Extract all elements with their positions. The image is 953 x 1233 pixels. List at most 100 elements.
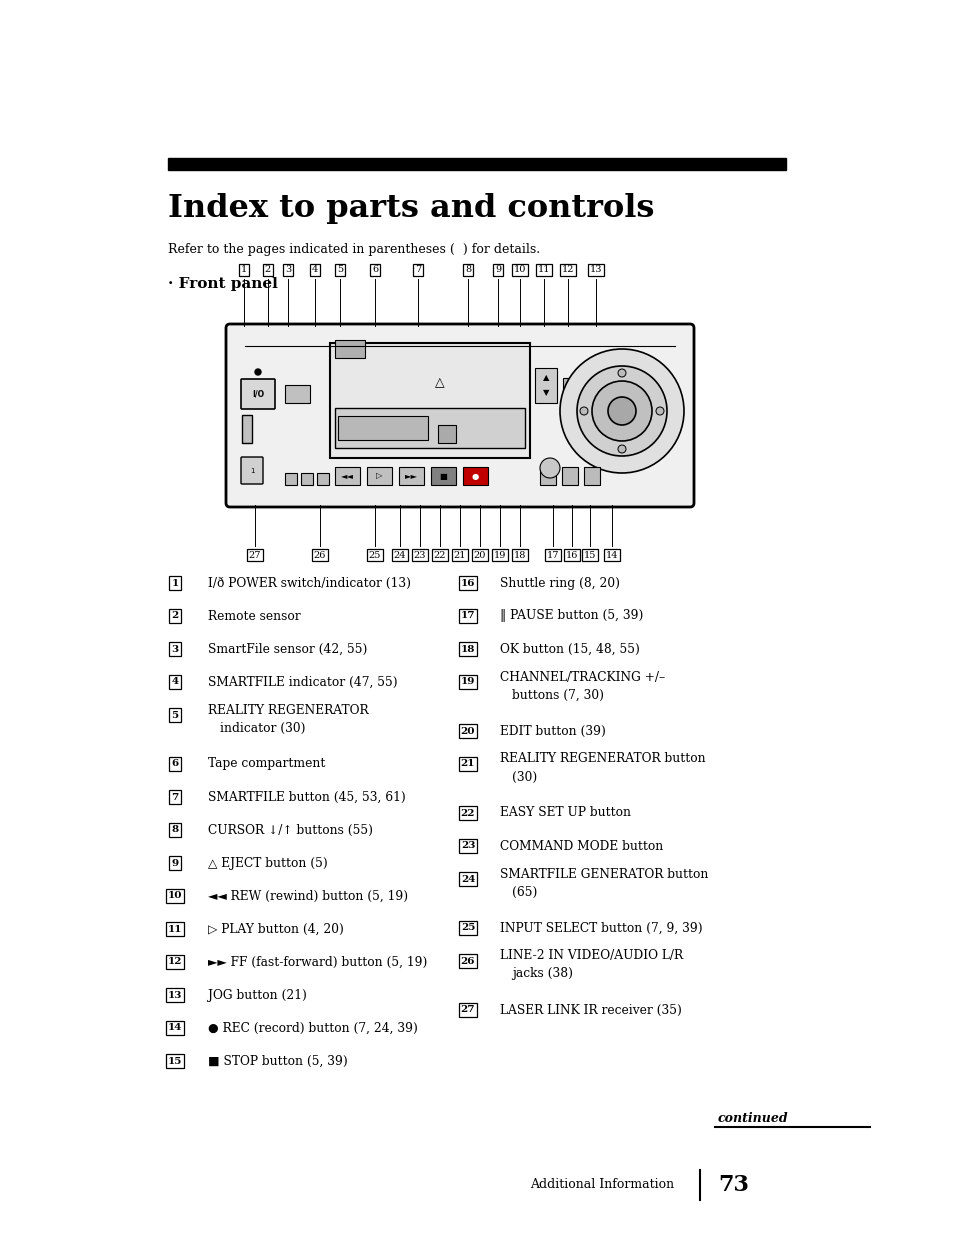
Text: 4: 4 <box>172 677 178 687</box>
Text: △ EJECT button (5): △ EJECT button (5) <box>208 857 328 869</box>
Text: ▷ PLAY button (4, 20): ▷ PLAY button (4, 20) <box>208 922 343 936</box>
Text: Index to parts and controls: Index to parts and controls <box>168 194 654 224</box>
Text: 7: 7 <box>415 265 420 275</box>
Text: 17: 17 <box>460 612 475 620</box>
Text: 21: 21 <box>460 760 475 768</box>
Text: 25: 25 <box>369 550 381 560</box>
Text: 10: 10 <box>168 891 182 900</box>
Text: 26: 26 <box>460 957 475 965</box>
Text: 26: 26 <box>314 550 326 560</box>
Text: 12: 12 <box>561 265 574 275</box>
Text: 9: 9 <box>495 265 500 275</box>
Text: ◄◄: ◄◄ <box>340 471 354 481</box>
Text: 24: 24 <box>460 874 475 884</box>
Text: ●: ● <box>472 471 478 481</box>
Text: EDIT button (39): EDIT button (39) <box>499 725 605 737</box>
Text: 8: 8 <box>172 826 178 835</box>
Text: 22: 22 <box>434 550 446 560</box>
Bar <box>335 340 365 358</box>
Text: 8: 8 <box>464 265 471 275</box>
Text: JOG button (21): JOG button (21) <box>208 989 307 1001</box>
Bar <box>337 416 428 440</box>
Bar <box>437 425 456 443</box>
Text: △: △ <box>435 376 444 390</box>
Text: 17: 17 <box>546 550 558 560</box>
Circle shape <box>618 369 625 377</box>
Text: 18: 18 <box>460 645 475 653</box>
Text: 11: 11 <box>168 925 182 933</box>
Text: COMMAND MODE button: COMMAND MODE button <box>499 840 662 852</box>
Text: 9: 9 <box>172 858 178 868</box>
Text: 19: 19 <box>460 677 475 687</box>
Text: 13: 13 <box>589 265 601 275</box>
Text: buttons (7, 30): buttons (7, 30) <box>512 688 603 702</box>
Bar <box>561 467 578 485</box>
Circle shape <box>539 457 559 478</box>
Bar <box>330 343 530 457</box>
Text: OK button (15, 48, 55): OK button (15, 48, 55) <box>499 642 639 656</box>
Bar <box>562 379 580 398</box>
Bar <box>398 467 423 485</box>
Bar <box>535 367 557 403</box>
Circle shape <box>618 445 625 453</box>
Text: 18: 18 <box>514 550 526 560</box>
Text: 3: 3 <box>285 265 291 275</box>
Circle shape <box>559 349 683 473</box>
Bar <box>367 467 392 485</box>
Text: Remote sensor: Remote sensor <box>208 609 300 623</box>
Text: 6: 6 <box>372 265 377 275</box>
Text: (65): (65) <box>512 885 537 899</box>
Text: 5: 5 <box>336 265 343 275</box>
Text: ▼: ▼ <box>542 388 549 397</box>
Text: continued: continued <box>718 1112 788 1124</box>
Bar <box>168 158 785 170</box>
Text: 73: 73 <box>718 1174 748 1196</box>
Bar <box>335 408 524 448</box>
Text: Refer to the pages indicated in parentheses (  ) for details.: Refer to the pages indicated in parenthe… <box>168 243 539 256</box>
Bar <box>335 467 359 485</box>
Text: 27: 27 <box>460 1005 475 1015</box>
Text: 12: 12 <box>168 958 182 967</box>
Circle shape <box>577 366 666 456</box>
Text: 22: 22 <box>460 809 475 817</box>
Circle shape <box>656 407 663 416</box>
Text: ■: ■ <box>439 471 447 481</box>
Text: 1: 1 <box>240 265 247 275</box>
Bar <box>431 467 456 485</box>
Text: 2: 2 <box>265 265 271 275</box>
Text: 6: 6 <box>172 760 178 768</box>
Text: SMARTFILE GENERATOR button: SMARTFILE GENERATOR button <box>499 868 708 880</box>
Text: Tape compartment: Tape compartment <box>208 757 325 771</box>
FancyBboxPatch shape <box>241 379 274 409</box>
Text: ■ STOP button (5, 39): ■ STOP button (5, 39) <box>208 1054 348 1068</box>
Text: I/ð POWER switch/indicator (13): I/ð POWER switch/indicator (13) <box>208 577 411 589</box>
Text: 21: 21 <box>454 550 466 560</box>
Text: 16: 16 <box>460 578 475 587</box>
Text: 19: 19 <box>494 550 506 560</box>
Text: 14: 14 <box>605 550 618 560</box>
Text: SMARTFILE button (45, 53, 61): SMARTFILE button (45, 53, 61) <box>208 790 405 804</box>
Text: I/O: I/O <box>252 390 264 398</box>
Bar <box>462 467 488 485</box>
Text: REALITY REGENERATOR button: REALITY REGENERATOR button <box>499 752 705 766</box>
Text: jacks (38): jacks (38) <box>512 968 573 980</box>
Circle shape <box>579 407 587 416</box>
Circle shape <box>254 369 261 375</box>
FancyBboxPatch shape <box>226 324 693 507</box>
Circle shape <box>592 381 651 441</box>
Bar <box>285 473 296 485</box>
Text: 2: 2 <box>172 612 178 620</box>
Text: ►►: ►► <box>405 471 417 481</box>
Bar <box>539 467 556 485</box>
Text: 13: 13 <box>168 990 182 1000</box>
Text: 11: 11 <box>537 265 550 275</box>
Bar <box>242 416 252 443</box>
Text: 1: 1 <box>172 578 178 587</box>
Text: EASY SET UP button: EASY SET UP button <box>499 806 630 820</box>
Text: 27: 27 <box>249 550 261 560</box>
Text: REALITY REGENERATOR: REALITY REGENERATOR <box>208 704 368 716</box>
Bar <box>285 385 310 403</box>
Circle shape <box>607 397 636 425</box>
Text: 10: 10 <box>514 265 526 275</box>
Text: ‖ PAUSE button (5, 39): ‖ PAUSE button (5, 39) <box>499 609 642 623</box>
